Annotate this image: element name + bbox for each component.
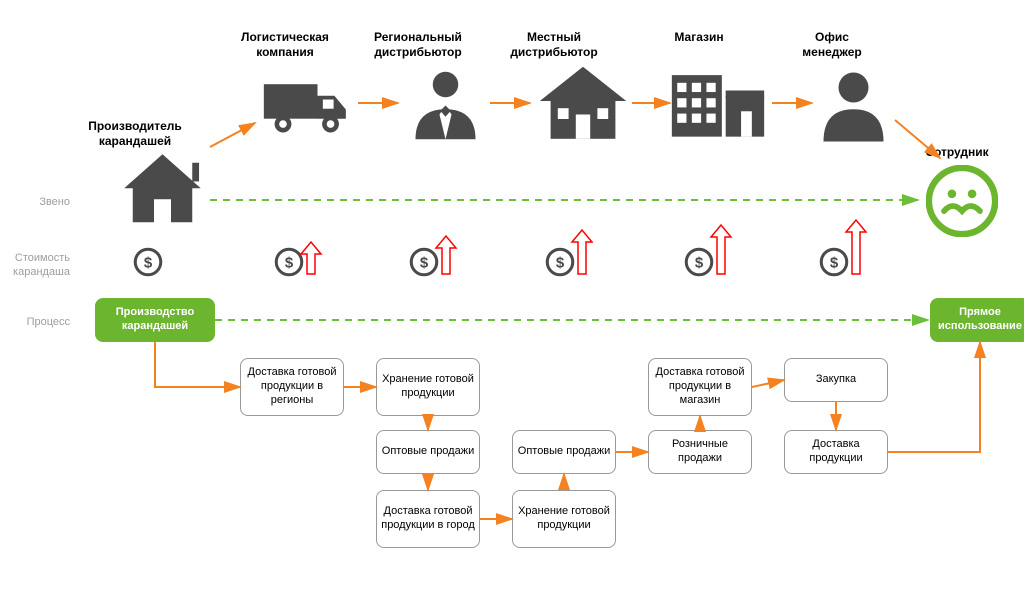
cost-up-arrow [436, 236, 456, 274]
cost-up-arrow [572, 230, 592, 274]
cost-up-arrow [711, 225, 731, 274]
cost-up-arrow [846, 220, 866, 274]
diagram-stage: ЗвеноСтоимость карандашаПроцессПроизводи… [0, 0, 1024, 592]
arrow-layer [0, 0, 1024, 592]
cost-up-arrow [301, 242, 321, 274]
